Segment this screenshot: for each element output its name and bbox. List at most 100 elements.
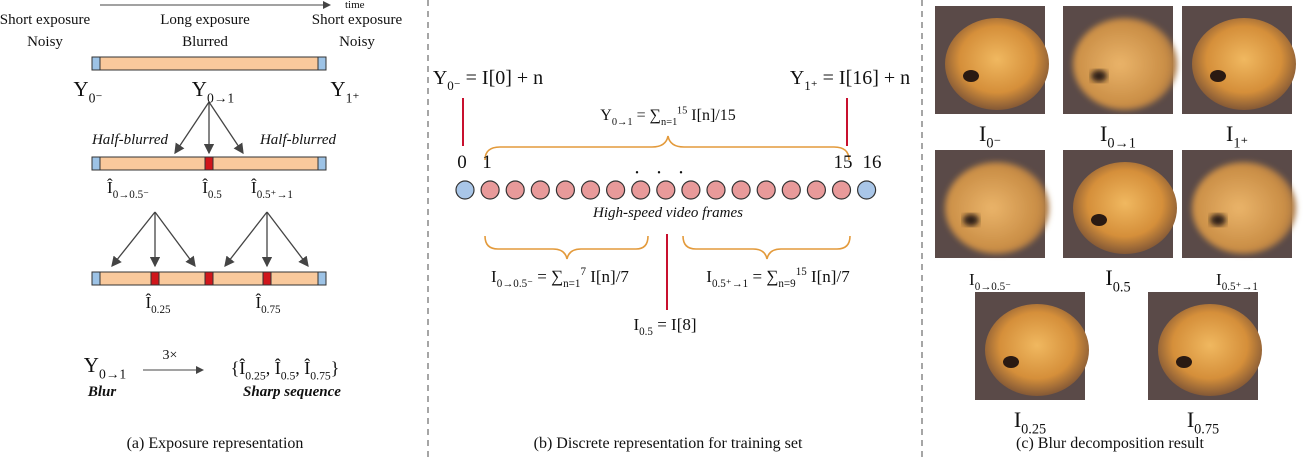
math-part: = ∑ (533, 267, 563, 286)
math-part: n=1 (661, 117, 677, 128)
label: Half-blurred (259, 132, 337, 148)
marker-lines (462, 98, 848, 310)
image-label: I0.5⁺→1 (1216, 270, 1258, 293)
math-part: 0.5 (208, 189, 222, 201)
math-part: 0→0.5⁻ (113, 189, 149, 201)
frame-row (455, 180, 877, 200)
label: Noisy (339, 34, 375, 50)
label: (c) Blur decomposition result (1016, 435, 1205, 452)
label: Noisy (27, 34, 63, 50)
math-part: 0→1 (207, 90, 234, 105)
label: 16 (863, 152, 882, 173)
result-image (935, 150, 1049, 258)
math-part: Î (255, 293, 261, 312)
math-part: 1⁺ (1233, 136, 1248, 152)
symbol: Y0→1 (192, 77, 234, 105)
split-arrows (111, 211, 309, 268)
frame (505, 180, 525, 200)
math-part: {Î (231, 357, 246, 378)
equation: Y0→1 = ∑n=115 I[n]/15 (600, 106, 735, 128)
frame (580, 180, 601, 200)
math-part: = I[0] + n (461, 67, 544, 89)
symbol: Y0→1 (84, 353, 126, 381)
toy (945, 162, 1049, 254)
math-part: I (979, 121, 986, 146)
symbol: {Î0.25, Î0.5, Î0.75} (231, 357, 340, 382)
math-part: I (1014, 407, 1021, 432)
exposure-bar (91, 56, 327, 71)
image-label: I0.5 (1105, 265, 1130, 296)
math-part: I[n]/7 (586, 267, 629, 286)
result-images (935, 6, 1296, 400)
toy-hole (1210, 214, 1226, 226)
frame (555, 180, 576, 200)
image-label: I0.25 (1014, 407, 1046, 438)
frame (706, 180, 726, 200)
frame (831, 180, 852, 200)
toy-hole (1091, 214, 1107, 226)
math-part: I[n]/7 (807, 267, 850, 286)
label: Blurred (182, 34, 228, 50)
math-part: I (633, 315, 639, 334)
math-part: 0.75 (310, 369, 331, 382)
math-part: 0.25 (151, 304, 171, 316)
result-image (1063, 6, 1177, 114)
math-part: Y (790, 67, 804, 89)
symbol: Î0.75 (255, 293, 280, 316)
math-part: 0.5⁺→1 (712, 278, 748, 290)
math-part: 1⁺ (804, 78, 817, 93)
math-part: 0⁻ (986, 136, 1001, 152)
math-part: 0→1 (99, 366, 126, 381)
math-part: = I[16] + n (818, 67, 911, 89)
math-part: I (706, 267, 712, 286)
symbol: Î0.25 (145, 293, 170, 316)
image-label: I1⁺ (1226, 121, 1248, 152)
image-label: I0→1 (1100, 121, 1136, 152)
toy-hole (1210, 70, 1226, 82)
math-part: I (491, 267, 497, 286)
label: time (345, 0, 365, 11)
math-part: 0→0.5⁻ (975, 281, 1011, 293)
image-label: I0⁻ (979, 121, 1001, 152)
frame (656, 180, 676, 200)
equation: Y0⁻ = I[0] + n (433, 67, 543, 93)
toy-hole (1091, 70, 1107, 82)
math-part: } (331, 358, 340, 378)
symbol: Î0→0.5⁻ (107, 178, 149, 201)
toy-hole (1003, 356, 1019, 368)
frame (856, 180, 877, 200)
toy (1073, 18, 1177, 110)
label: • • • (635, 168, 691, 179)
frame (480, 180, 500, 200)
math-part: n=1 (563, 278, 580, 290)
math-part: 0.5 (1113, 280, 1131, 296)
label: Blur (87, 384, 117, 400)
label: Long exposure (160, 12, 250, 28)
math-part: , Î (266, 357, 281, 378)
frame (605, 180, 626, 200)
symbol: Y1⁺ (330, 77, 359, 105)
frame (731, 180, 751, 200)
symbol: Y0⁻ (73, 77, 102, 105)
result-image (935, 6, 1049, 114)
label: 1 (482, 152, 492, 173)
equation: I0.5⁺→1 = ∑n=915 I[n]/7 (706, 266, 850, 290)
exposure-bar (91, 271, 327, 286)
label: Short exposure (312, 12, 403, 28)
equation: I0→0.5⁻ = ∑n=17 I[n]/7 (491, 266, 629, 290)
frame (756, 180, 776, 200)
result-image (1182, 6, 1296, 114)
image-label: I0.75 (1187, 407, 1219, 438)
frame (681, 180, 701, 200)
result-image (1148, 292, 1262, 400)
image-label: I0→0.5⁻ (969, 270, 1011, 293)
label: 15 (834, 152, 853, 173)
math-part: Î (251, 178, 257, 197)
math-part: 0.75 (1194, 422, 1219, 438)
result-image (1063, 150, 1177, 258)
math-part: 0.75 (261, 304, 281, 316)
math-part: Y (330, 77, 345, 101)
math-part: 0.25 (1021, 422, 1046, 438)
math-part: I (1226, 121, 1233, 146)
math-part: 1⁺ (346, 90, 360, 105)
